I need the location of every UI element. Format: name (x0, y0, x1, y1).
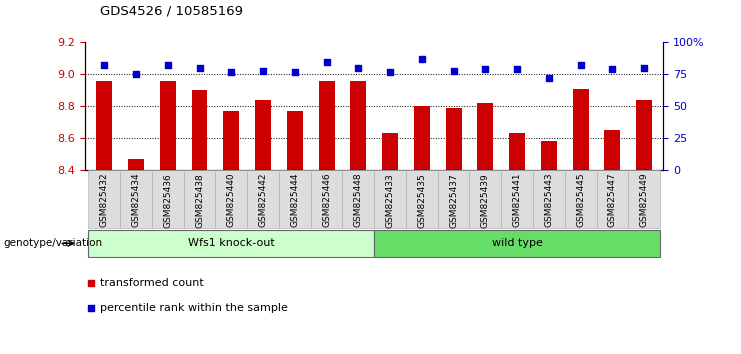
FancyBboxPatch shape (597, 170, 628, 228)
FancyBboxPatch shape (533, 170, 565, 228)
Bar (573, 89, 588, 170)
Bar (509, 133, 525, 170)
Text: wild type: wild type (492, 238, 542, 249)
Point (543, 75, 555, 81)
Text: Wfs1 knock-out: Wfs1 knock-out (188, 238, 275, 249)
Text: genotype/variation: genotype/variation (4, 238, 103, 249)
Text: GSM825436: GSM825436 (163, 173, 173, 228)
Text: GSM825432: GSM825432 (100, 173, 109, 228)
Text: GSM825439: GSM825439 (481, 173, 490, 228)
Text: GSM825444: GSM825444 (290, 173, 299, 227)
FancyBboxPatch shape (216, 170, 247, 228)
Point (130, 72, 142, 77)
Bar (541, 141, 556, 170)
FancyBboxPatch shape (501, 170, 533, 228)
Point (257, 68, 269, 73)
Bar (637, 100, 652, 170)
Point (575, 63, 587, 68)
Bar (255, 100, 271, 170)
FancyBboxPatch shape (565, 170, 597, 228)
Bar (350, 81, 366, 170)
Bar (445, 108, 462, 170)
FancyBboxPatch shape (406, 170, 438, 228)
Text: GSM825446: GSM825446 (322, 173, 331, 228)
FancyBboxPatch shape (470, 170, 501, 228)
Bar (605, 130, 620, 170)
Text: GSM825440: GSM825440 (227, 173, 236, 228)
Bar (192, 90, 207, 170)
Bar (287, 111, 303, 170)
FancyBboxPatch shape (88, 230, 374, 257)
FancyBboxPatch shape (279, 170, 310, 228)
Bar (223, 111, 239, 170)
Point (289, 69, 301, 75)
Text: GSM825442: GSM825442 (259, 173, 268, 227)
FancyBboxPatch shape (374, 170, 406, 228)
Text: GDS4526 / 10585169: GDS4526 / 10585169 (100, 5, 243, 18)
FancyBboxPatch shape (438, 170, 470, 228)
Text: GSM825438: GSM825438 (195, 173, 204, 228)
Text: transformed count: transformed count (100, 278, 204, 288)
Text: percentile rank within the sample: percentile rank within the sample (100, 303, 288, 313)
FancyBboxPatch shape (152, 170, 184, 228)
Text: GSM825447: GSM825447 (608, 173, 617, 228)
Point (321, 59, 333, 64)
Point (315, 192, 327, 198)
Text: GSM825448: GSM825448 (353, 173, 363, 228)
Point (511, 67, 523, 72)
Text: GSM825437: GSM825437 (449, 173, 458, 228)
Bar (414, 106, 430, 170)
FancyBboxPatch shape (310, 170, 342, 228)
Bar (160, 81, 176, 170)
Point (162, 63, 173, 68)
Point (225, 69, 237, 75)
Point (353, 65, 365, 71)
FancyBboxPatch shape (628, 170, 660, 228)
Bar (128, 159, 144, 170)
Text: GSM825434: GSM825434 (131, 173, 141, 228)
Point (638, 65, 650, 71)
Point (384, 69, 396, 75)
Point (606, 67, 618, 72)
Point (416, 56, 428, 62)
Text: GSM825433: GSM825433 (385, 173, 395, 228)
Text: GSM825449: GSM825449 (639, 173, 648, 228)
Point (479, 67, 491, 72)
Bar (382, 133, 398, 170)
FancyBboxPatch shape (247, 170, 279, 228)
FancyBboxPatch shape (374, 230, 660, 257)
Bar (96, 81, 112, 170)
FancyBboxPatch shape (184, 170, 216, 228)
Text: GSM825441: GSM825441 (513, 173, 522, 228)
FancyBboxPatch shape (342, 170, 374, 228)
Point (448, 68, 459, 73)
FancyBboxPatch shape (120, 170, 152, 228)
Bar (319, 81, 334, 170)
FancyBboxPatch shape (88, 170, 120, 228)
Text: GSM825445: GSM825445 (576, 173, 585, 228)
Point (193, 65, 205, 71)
Bar (477, 103, 494, 170)
Text: GSM825435: GSM825435 (417, 173, 426, 228)
Point (99, 63, 110, 68)
Text: GSM825443: GSM825443 (545, 173, 554, 228)
